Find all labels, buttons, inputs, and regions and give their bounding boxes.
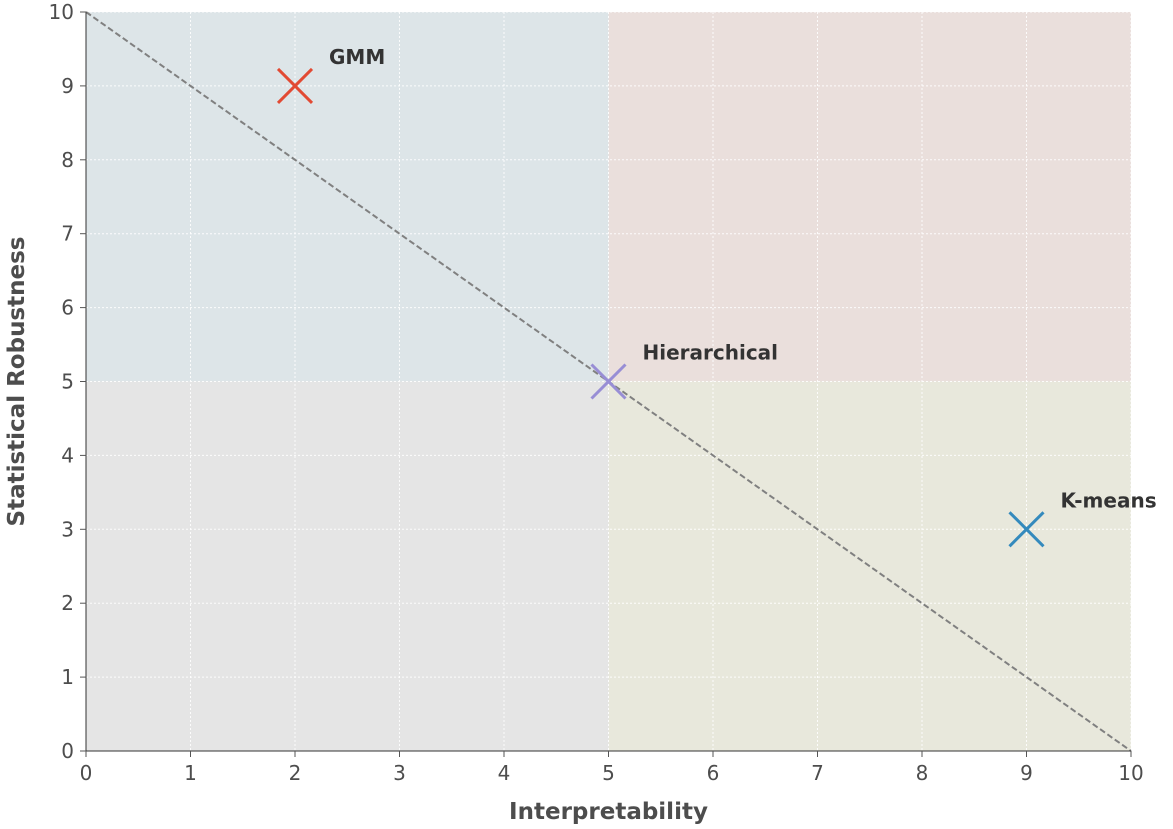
x-tick-label-2: 2 <box>289 761 302 785</box>
x-tick-label-3: 3 <box>393 761 406 785</box>
point-label-0: GMM <box>329 45 385 69</box>
data-points: GMM Hierarchical K-means <box>276 45 1157 548</box>
x-tick-label-7: 7 <box>811 761 824 785</box>
y-tick-label-9: 9 <box>61 74 74 98</box>
point-label-1: Hierarchical <box>643 341 779 365</box>
x-axis-label: Interpretability <box>509 799 708 825</box>
x-tick-label-4: 4 <box>498 761 511 785</box>
marker-stroke-b-0 <box>276 67 314 104</box>
y-tick-label-1: 1 <box>61 665 74 689</box>
x-tick-label-9: 9 <box>1020 761 1033 785</box>
y-tick-label-4: 4 <box>61 443 74 467</box>
y-tick-label-5: 5 <box>61 370 74 394</box>
x-tick-label-10: 10 <box>1118 761 1143 785</box>
x-tick-label-8: 8 <box>916 761 929 785</box>
x-tick-label-6: 6 <box>707 761 720 785</box>
data-point-gmm: GMM <box>276 45 385 104</box>
data-point-k-means: K-means <box>1008 488 1157 548</box>
y-tick-label-0: 0 <box>61 739 74 763</box>
x-tick-label-5: 5 <box>602 761 615 785</box>
y-axis-label: Statistical Robustness <box>4 237 30 527</box>
quadrant-1 <box>608 12 1131 382</box>
y-tick-label-6: 6 <box>61 296 74 320</box>
quadrant-2 <box>86 381 609 751</box>
y-tick-label-7: 7 <box>61 222 74 246</box>
y-tick-label-10: 10 <box>49 0 74 24</box>
x-axis-ticks: 0 1 2 3 4 5 6 7 8 9 10 <box>80 751 1144 785</box>
point-label-2: K-means <box>1061 488 1157 512</box>
y-tick-label-2: 2 <box>61 591 74 615</box>
y-tick-label-3: 3 <box>61 517 74 541</box>
y-axis-ticks: 0 1 2 3 4 5 6 7 8 9 10 <box>49 0 86 763</box>
data-point-hierarchical: Hierarchical <box>590 341 779 400</box>
marker-stroke-b-1 <box>590 363 627 400</box>
x-tick-label-1: 1 <box>184 761 197 785</box>
y-tick-label-8: 8 <box>61 148 74 172</box>
marker-stroke-b-2 <box>1008 511 1045 548</box>
x-tick-label-0: 0 <box>80 761 93 785</box>
